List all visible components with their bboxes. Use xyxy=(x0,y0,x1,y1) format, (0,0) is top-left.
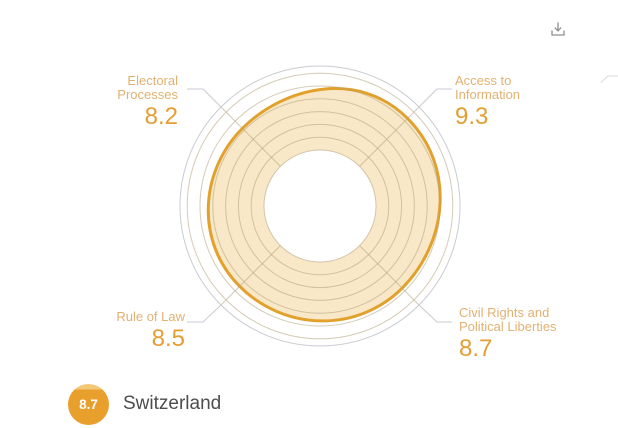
axis-name: Rule of Law xyxy=(116,309,185,324)
donut-hole xyxy=(263,149,377,263)
leader-line xyxy=(187,304,222,323)
country-label: Switzerland xyxy=(123,393,222,414)
outer-circle xyxy=(179,65,461,347)
grid-ring xyxy=(199,85,441,327)
leader-line xyxy=(418,304,452,323)
axis-name: Civil Rights and xyxy=(459,305,550,320)
axis-value: 8.7 xyxy=(459,335,493,362)
overall-score-badge: 8.7 xyxy=(68,383,109,425)
axis-line xyxy=(220,245,281,306)
next-chart-leader-fragment xyxy=(600,75,618,83)
axis-name: Access to xyxy=(455,73,512,88)
download-icon xyxy=(551,22,565,36)
axis-value: 8.5 xyxy=(151,325,185,352)
axis-name: Electoral xyxy=(127,73,178,88)
leader-line xyxy=(418,88,452,108)
axis-label-electoral-processes: Electoral Processes 8.2 xyxy=(117,74,178,129)
axis-value: 9.3 xyxy=(455,103,489,130)
download-button[interactable] xyxy=(546,19,570,43)
axis-label-rule-of-law: Rule of Law 8.5 xyxy=(116,310,185,351)
country-summary: 8.7 Switzerland xyxy=(68,383,221,425)
axis-value: 8.2 xyxy=(144,103,178,130)
grid-ring xyxy=(212,98,428,314)
grid-ring xyxy=(250,136,390,276)
axis-name: Processes xyxy=(117,87,178,102)
leader-line xyxy=(187,88,222,108)
axis-line xyxy=(359,106,420,167)
grid-ring xyxy=(225,111,415,301)
overall-score-value: 8.7 xyxy=(79,396,98,412)
axis-name: Information xyxy=(455,87,521,102)
axis-label-civil-rights: Civil Rights and Political Liberties 8.7 xyxy=(459,306,557,361)
axis-line xyxy=(359,245,420,306)
grid-ring xyxy=(237,123,403,289)
grid-ring xyxy=(186,72,454,340)
axis-line xyxy=(220,106,281,167)
axis-label-access-to-information: Access to Information 9.3 xyxy=(455,74,520,129)
axis-name: Political Liberties xyxy=(459,319,557,334)
